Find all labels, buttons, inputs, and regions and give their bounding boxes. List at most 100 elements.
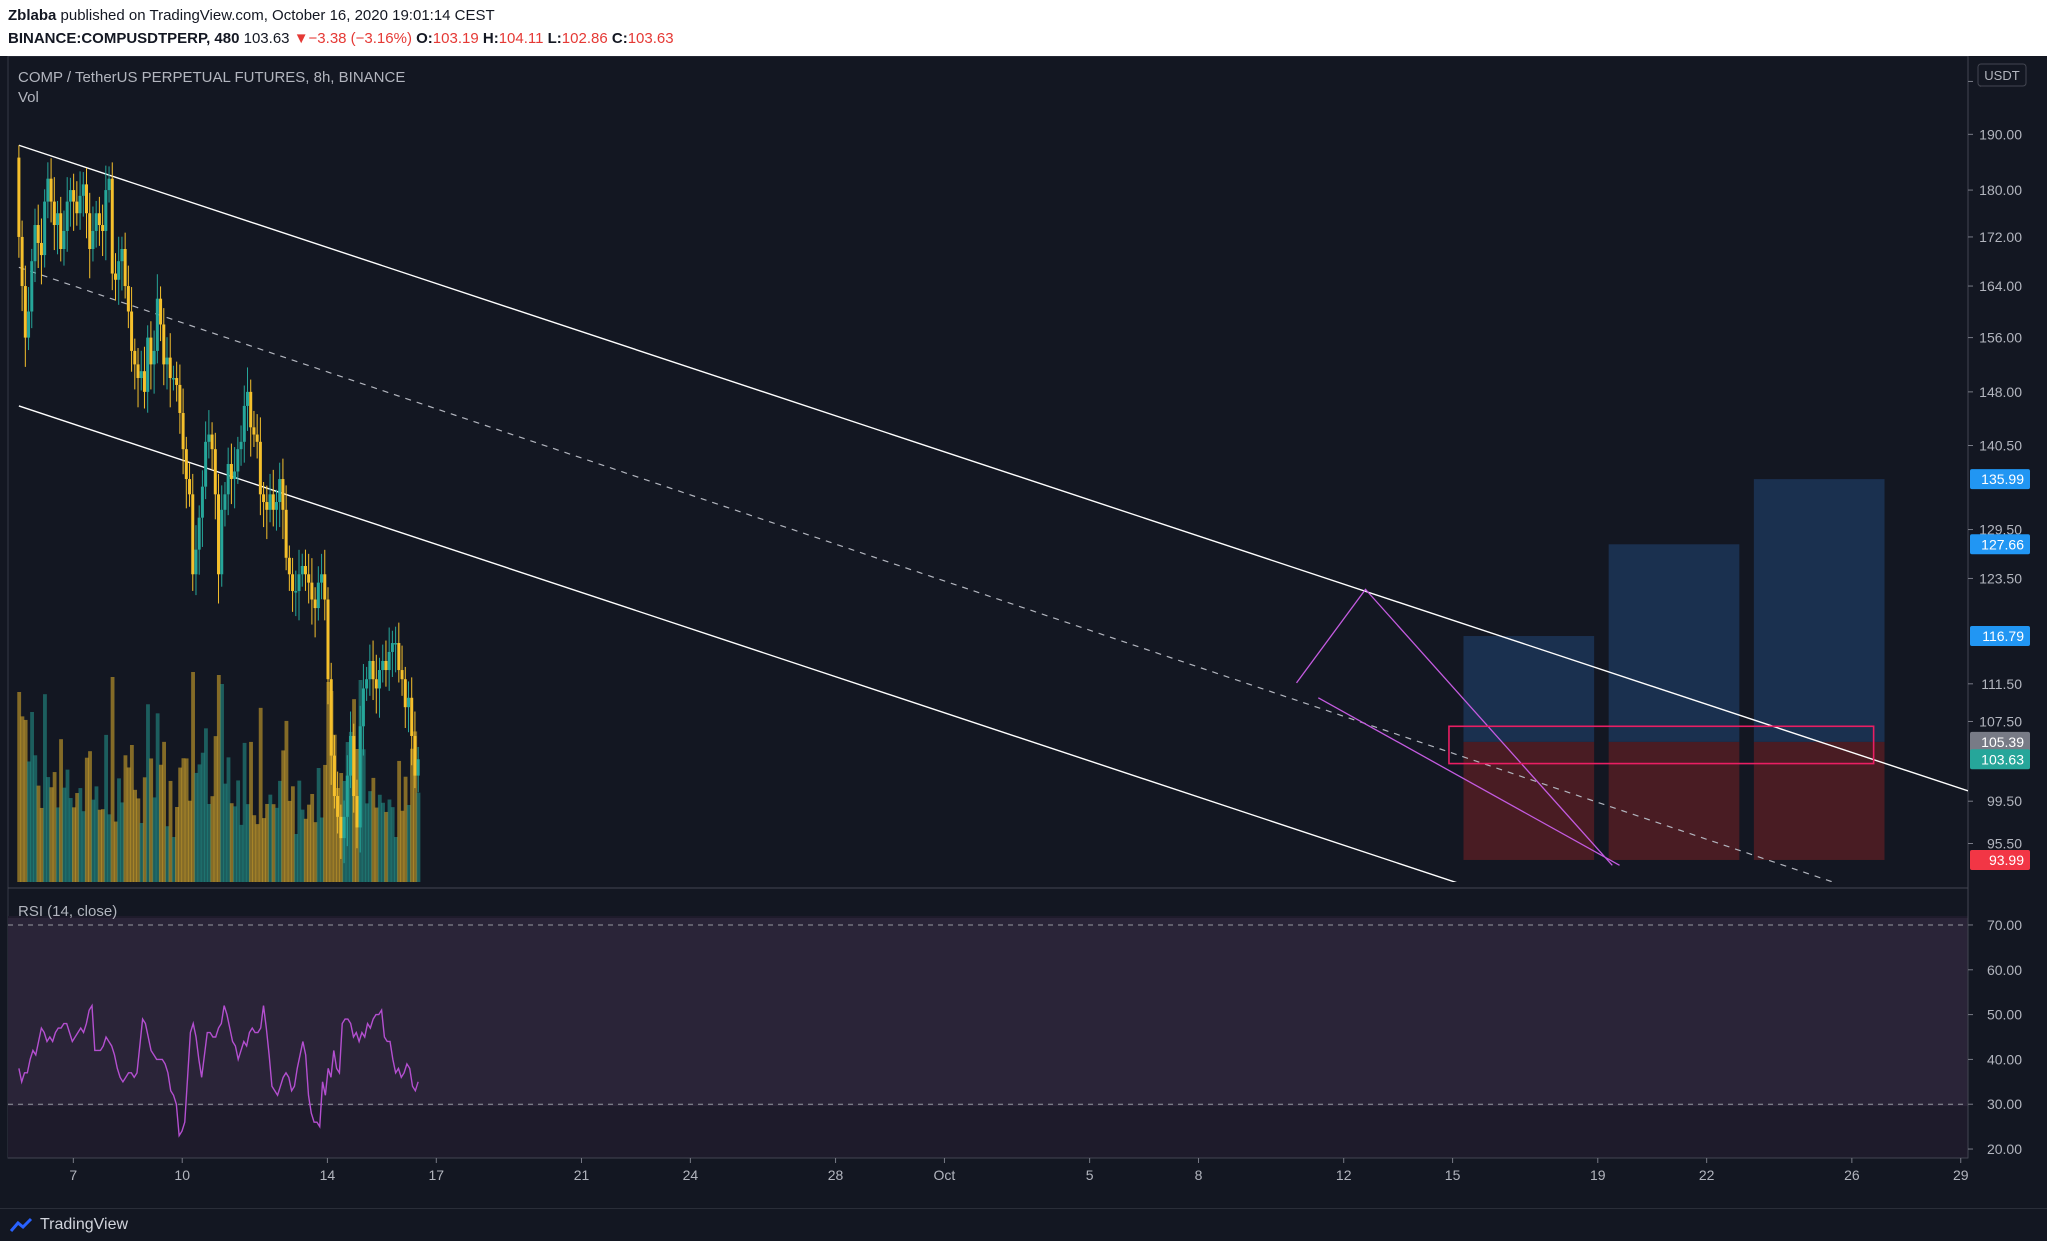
- close-value: 103.63: [627, 30, 674, 47]
- candle-body: [117, 261, 121, 280]
- volume-bar: [88, 751, 92, 882]
- volume-bar: [187, 800, 192, 882]
- rsi-indicator: [8, 924, 1968, 1138]
- currency-badge[interactable]: [1977, 63, 2027, 87]
- candle-body: [168, 357, 172, 379]
- price-tick-label: 107.50: [1979, 713, 2022, 729]
- candle-body: [120, 249, 124, 262]
- candle-body: [342, 816, 346, 839]
- candle-body: [91, 230, 95, 250]
- volume-bar: [261, 818, 266, 882]
- candle-body: [210, 434, 214, 450]
- volume-bar: [49, 787, 54, 882]
- wedge-upper-line[interactable]: [1295, 588, 1613, 866]
- candle-body: [268, 494, 272, 510]
- candle-body: [81, 184, 85, 196]
- candle-body: [332, 755, 336, 797]
- volume-bar: [381, 802, 385, 882]
- volume-bar: [65, 769, 70, 882]
- candle-body: [416, 759, 420, 776]
- volume-bar: [319, 817, 324, 882]
- candle-body: [236, 449, 240, 472]
- publish-info: Zblaba published on TradingView.com, Oct…: [8, 7, 495, 24]
- publish-date: published on TradingView.com, October 16…: [60, 7, 495, 24]
- time-tick-label: 26: [1844, 1167, 1860, 1183]
- footer: TradingView: [0, 1208, 2047, 1241]
- volume-bar: [400, 810, 405, 882]
- volume-bar: [368, 791, 373, 882]
- volume-bar: [136, 798, 141, 882]
- volume-bar: [78, 788, 83, 882]
- candle-body: [191, 494, 195, 575]
- time-tick-label: 8: [1195, 1167, 1203, 1183]
- channel-upper-line[interactable]: [18, 144, 1968, 792]
- volume-bar: [258, 707, 263, 882]
- time-tick-label: 24: [683, 1167, 699, 1183]
- channel-lower-line[interactable]: [18, 405, 1968, 1052]
- tradingview-logo[interactable]: TradingView: [10, 1216, 128, 1234]
- volume-bar: [294, 834, 299, 882]
- price-tick-label: 140.50: [1979, 437, 2022, 453]
- price-tick-label: 95.50: [1987, 836, 2022, 852]
- volume-bar: [100, 809, 105, 882]
- rsi-axis: 70.00 60.00 50.00 40.00 30.00 20.00: [1968, 917, 2022, 1157]
- volume-bar: [249, 741, 253, 882]
- time-tick-label: 22: [1699, 1167, 1715, 1183]
- volume-bar: [168, 780, 173, 882]
- volume-bar: [94, 786, 99, 882]
- price-tick-label: 172.00: [1979, 229, 2022, 245]
- volume-bar: [75, 793, 80, 882]
- volume-bar: [393, 837, 398, 882]
- candle-body: [271, 494, 275, 510]
- candle-body: [101, 225, 105, 231]
- candle-body: [126, 286, 130, 312]
- candle-body: [197, 517, 201, 550]
- volume-bar: [413, 731, 418, 882]
- publish-header: Zblaba published on TradingView.com, Oct…: [0, 0, 2047, 56]
- candle-body: [39, 242, 43, 256]
- volume-bar: [310, 793, 315, 882]
- zone-box[interactable]: [1448, 725, 1875, 765]
- candle-body: [323, 574, 327, 600]
- volume-bar: [252, 815, 257, 882]
- tradingview-icon: [10, 1217, 33, 1232]
- volume-bar: [245, 804, 250, 882]
- candle-body: [291, 574, 295, 592]
- zone-rectangle[interactable]: [1448, 725, 1875, 765]
- candle-body: [43, 201, 47, 256]
- volume-bar: [23, 719, 28, 882]
- volume-bar: [181, 758, 186, 882]
- price-chart[interactable]: 200.00190.00180.00172.00164.00156.00148.…: [0, 56, 2047, 1208]
- stop-box-3: [1753, 741, 1885, 860]
- time-tick-label: Oct: [934, 1167, 956, 1183]
- candle-body: [85, 184, 89, 214]
- volume-bar: [55, 807, 60, 882]
- wedge-lower-line[interactable]: [1317, 697, 1620, 866]
- candle-body: [233, 471, 237, 480]
- time-tick-label: 29: [1953, 1167, 1969, 1183]
- volume-bar: [410, 748, 414, 882]
- time-tick-label: 19: [1590, 1167, 1606, 1183]
- volume-bar: [216, 675, 221, 882]
- target-box-1: [1463, 636, 1595, 742]
- time-axis[interactable]: 7 10 14 17 21 24 28 Oct 5 8 12 15 19 22 26 29: [69, 1158, 1969, 1183]
- price-tick-label: 164.00: [1979, 278, 2022, 294]
- volume-bar: [171, 837, 176, 882]
- volume-bar: [117, 778, 121, 882]
- volume-bar: [68, 798, 73, 882]
- volume-bar: [229, 803, 234, 882]
- candle-body: [287, 557, 291, 575]
- price-label: 103.63: [1981, 751, 2024, 767]
- volume-bar: [255, 824, 260, 882]
- candle-body: [52, 201, 56, 226]
- channel-lines[interactable]: [18, 144, 1968, 1052]
- candle-body: [213, 449, 217, 495]
- volume-bar: [178, 767, 183, 882]
- candle-body: [97, 213, 101, 226]
- author-name[interactable]: Zblaba: [8, 7, 57, 24]
- candle-body: [249, 391, 253, 428]
- candle-body: [200, 486, 204, 518]
- price-label: 93.99: [1989, 852, 2024, 868]
- volume-bar: [223, 783, 228, 882]
- candle-body: [75, 201, 79, 214]
